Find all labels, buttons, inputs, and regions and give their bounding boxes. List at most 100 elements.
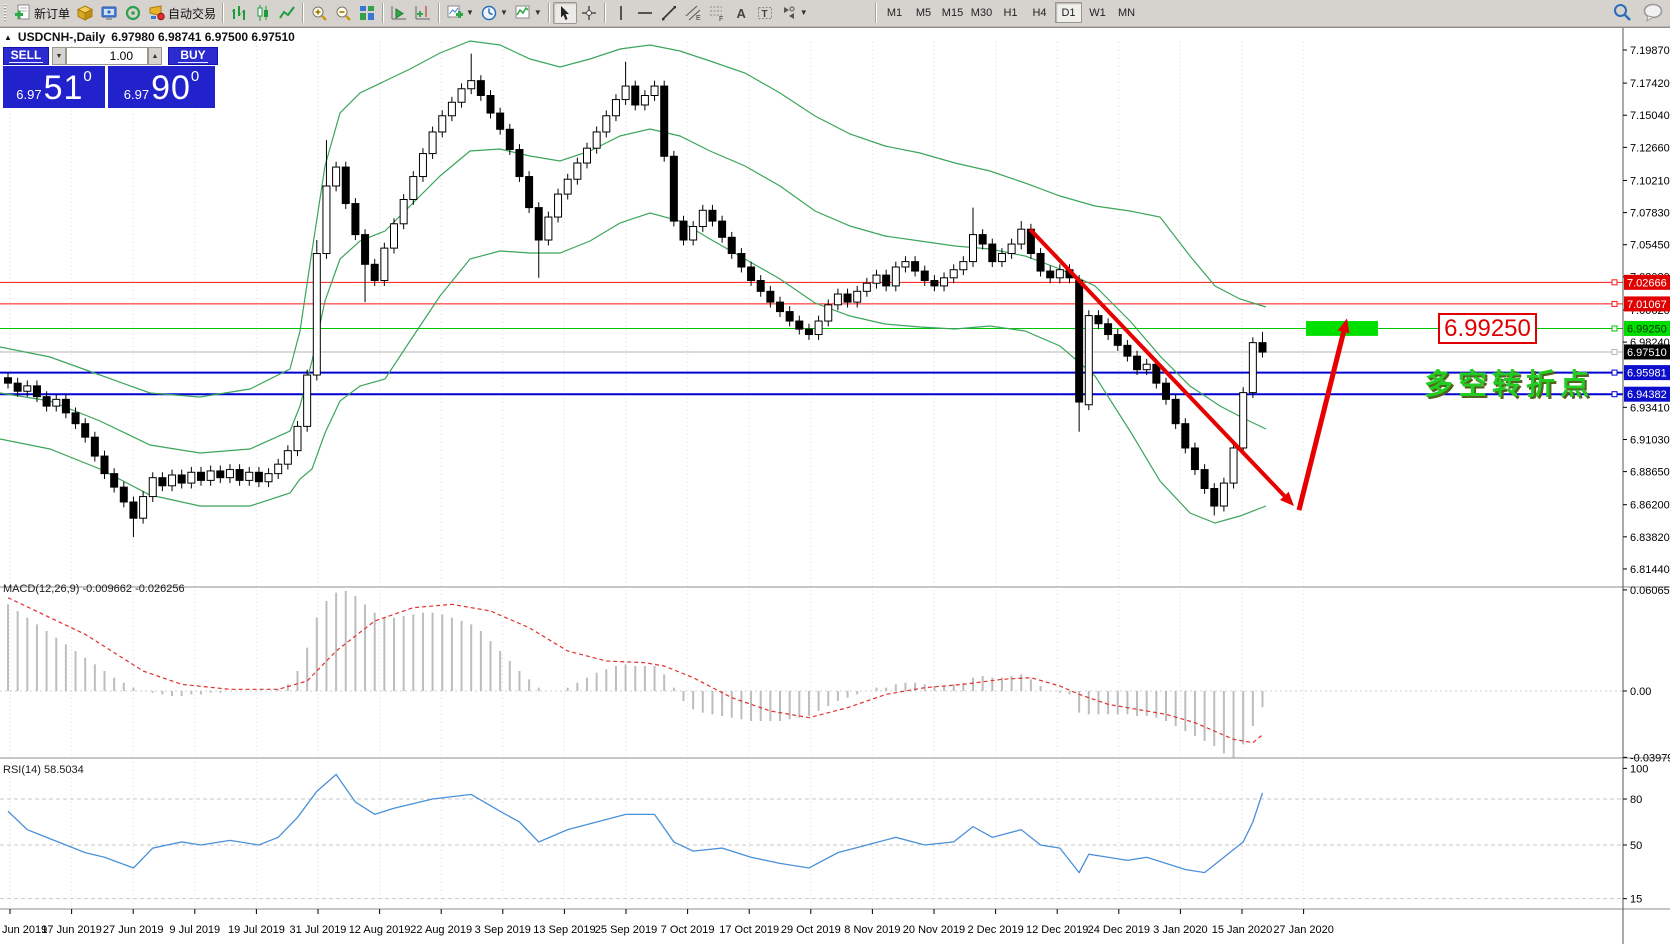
auto-scroll-button[interactable] [387,2,411,24]
sell-price-point: 0 [83,68,92,85]
shapes-dropdown[interactable]: ▼ [777,2,811,24]
library-button[interactable] [121,2,145,24]
label-tool[interactable]: T [753,2,777,24]
new-order-button[interactable]: 新订单 [11,2,73,24]
candle [583,147,591,164]
candle [312,253,321,376]
toolbar-separator [547,3,550,23]
candle [380,247,389,282]
price-tick-label: 7.05450 [1630,240,1670,252]
price-badge: 6.97510 [1627,347,1667,359]
candlestick-chart-button[interactable] [251,2,275,24]
zoom-out-button[interactable] [331,2,355,24]
periods-dropdown[interactable]: ▼ [477,2,511,24]
candle [824,304,833,322]
candle [920,270,929,282]
signals-button[interactable] [97,2,121,24]
autotrading-button[interactable]: 自动交易 [145,2,219,24]
channel-tool[interactable]: E [681,2,705,24]
fibonacci-icon: F [709,6,723,22]
timeframe-button-w1[interactable]: W1 [1089,6,1106,19]
candle [563,178,572,195]
trendline-tool[interactable] [657,2,681,24]
date-tick-label: 15 Jan 2020 [1212,924,1273,936]
price-badge: 6.95981 [1627,368,1667,380]
timeframe-button-m5[interactable]: M5 [915,6,932,19]
timeframe-button-h1[interactable]: H1 [1003,6,1018,19]
candle [438,115,447,133]
candle [177,474,186,484]
buy-quote[interactable]: 6.97 90 0 [108,66,215,108]
line-chart-button[interactable] [275,2,299,24]
chat-icon[interactable] [1642,2,1664,22]
vertical-line-tool[interactable] [609,2,633,24]
sell-quote[interactable]: 6.97 51 0 [3,66,105,108]
date-tick-label: 2 Dec 2019 [967,924,1023,936]
date-tick-label: 13 Sep 2019 [533,924,595,936]
buy-button[interactable]: BUY [168,47,218,65]
candle [467,80,476,90]
price-axis[interactable]: 7.19870 7.17420 7.15040 7.12660 7.10210 7.078… [1623,45,1670,576]
volume-decrease-button[interactable]: ▼ [52,47,66,65]
candle [660,85,669,157]
chart-canvas[interactable]: 7.19870 7.17420 7.15040 7.12660 7.10210 7.078… [0,28,1670,944]
price-tick-label: 7.15040 [1630,110,1670,122]
volume-increase-button[interactable]: ▲ [148,47,162,65]
trendline-icon [661,6,676,21]
date-tick-label: 12 Aug 2019 [349,924,411,936]
timeframe-button-d1[interactable]: D1 [1055,2,1082,23]
text-tool[interactable]: A [729,2,753,24]
cursor-tool-button[interactable] [552,2,577,24]
candle [891,266,900,287]
macd-pane: 0.060657 0.00 -0.039792 [0,585,1670,764]
equidistant-channel-icon: E [685,5,701,22]
candle [81,423,90,438]
gold-cube-icon [76,5,94,21]
candle [669,155,678,222]
timeframe-button-m30[interactable]: M30 [970,6,993,19]
pane-dividers [0,28,1670,944]
candlestick-icon [257,5,269,21]
toolbar-drag-handle[interactable] [4,4,9,22]
tile-windows-button[interactable] [355,2,379,24]
timeframe-button-m1[interactable]: M1 [886,6,903,19]
price-badge: 7.01067 [1627,299,1667,311]
candle [274,463,283,475]
search-icon[interactable] [1612,2,1632,22]
text-icon: A [736,6,746,21]
bar-chart-button[interactable] [227,2,251,24]
svg-text:T: T [761,9,767,20]
horizontal-line-tool[interactable] [633,2,657,24]
bar-chart-icon [232,6,246,20]
sell-button[interactable]: SELL [3,47,49,65]
date-tick-label: 17 Oct 2019 [719,924,779,936]
candle [52,398,61,407]
volume-input[interactable]: 1.00 [66,47,148,65]
timeframe-button-h4[interactable]: H4 [1032,6,1047,19]
candle [71,412,80,425]
candle [505,128,514,151]
chart-shift-button[interactable] [411,2,435,24]
candle [640,95,649,106]
zoom-in-icon [312,6,327,21]
sell-price-pips: 51 [43,69,84,107]
crosshair-tool-button[interactable] [577,2,601,24]
rsi-axis-label: 80 [1630,794,1642,806]
price-tick-label: 6.88650 [1630,467,1670,479]
zoom-in-button[interactable] [307,2,331,24]
timeframe-button-mn[interactable]: MN [1117,6,1136,19]
candle [1075,280,1084,403]
candle [1142,363,1151,371]
candle [361,234,370,265]
indicators-dropdown[interactable]: ▼ [511,2,545,24]
macd-indicator-label: MACD(12,26,9) -0.009662 -0.026256 [3,583,185,595]
market-button[interactable] [73,2,97,24]
new-chart-dropdown[interactable]: ▼ [443,2,477,24]
candle [283,450,292,465]
timeframe-button-m15[interactable]: M15 [941,6,964,19]
clock-icon [481,5,497,21]
fibonacci-tool[interactable]: F [705,2,729,24]
trend-arrows [1028,227,1350,511]
candle [988,243,997,263]
